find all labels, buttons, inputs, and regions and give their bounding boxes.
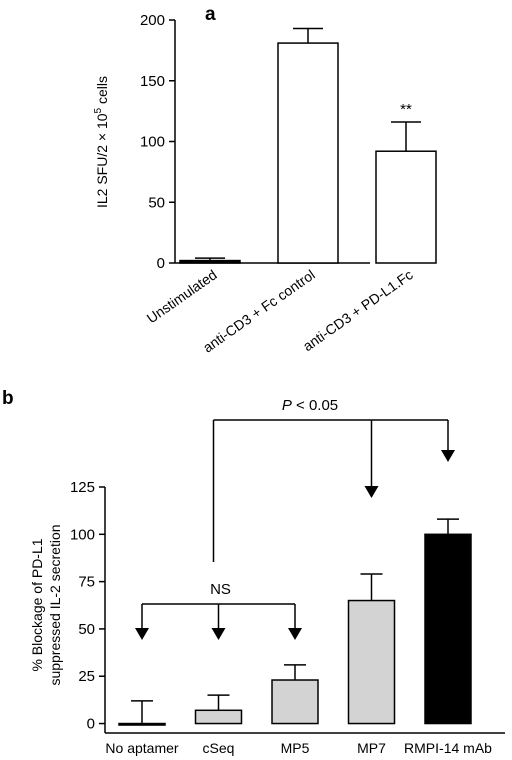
ns-label: NS: [210, 581, 231, 598]
chart-b-bar-mp5: [271, 679, 319, 725]
chart-b-y-tick-label: 125: [70, 479, 95, 496]
chart-b-bar-rmpi-14-mab: [424, 533, 472, 725]
chart-b-y-tick-label: 0: [87, 716, 95, 733]
ns-bracket-arrow: [288, 628, 302, 640]
chart-b-significance-brackets: NS P < 0.05: [135, 397, 455, 640]
chart-b-y-tick-label: 75: [78, 574, 95, 591]
chart-a-y-tick-label: 150: [140, 73, 165, 90]
chart-b-y-tick-label: 50: [78, 621, 95, 638]
chart-b-y-tick-label: 25: [78, 668, 95, 685]
p-value-label: P < 0.05: [282, 397, 338, 414]
p-value-symbol: P: [282, 397, 292, 414]
chart-a-y-tick-label: 50: [148, 194, 165, 211]
chart-a-y-tick-label: 0: [157, 255, 165, 272]
chart-b-category-label: MP7: [357, 740, 386, 756]
panel-b-label: b: [2, 388, 14, 409]
chart-a-y-axis-title: IL2 SFU/2 × 105 cells: [93, 76, 110, 208]
chart-a-bar-anti-cd3-fc-control: [277, 42, 339, 264]
chart-b-y-axis-title-line2: suppressed IL-2 secretion: [47, 524, 63, 685]
p-bracket-arrow: [364, 486, 379, 498]
chart-b-category-label: No aptamer: [105, 740, 178, 756]
chart-a-bar-anti-cd3-pd-l1-fc: [375, 150, 437, 264]
chart-b-y-axis-title-line1: % Blockage of PD-L1: [29, 538, 45, 671]
chart-b-bar-cseq: [194, 709, 243, 725]
chart-b-category-label: MP5: [281, 740, 310, 756]
chart-b: 0 25 50 75 100 125 No aptamer cSeq MP5 MP7 RMPI-1…: [29, 397, 505, 756]
chart-b-bar-mp7: [347, 599, 396, 725]
ns-bracket-arrow: [135, 628, 149, 640]
chart-b-category-label: RMPI-14 mAb: [404, 740, 492, 756]
chart-b-y-tick-label: 100: [70, 526, 95, 543]
panel-a-label: a: [205, 4, 216, 25]
p-value-threshold: < 0.05: [292, 397, 338, 414]
chart-b-category-label: cSeq: [203, 740, 235, 756]
chart-a-y-tick-label: 200: [140, 12, 165, 29]
chart-a-y-tick-label: 100: [140, 134, 165, 151]
p-bracket-arrow: [441, 450, 455, 462]
chart-b-bar-no-aptamer: [118, 722, 166, 726]
chart-a-category-label: Unstimulated: [144, 266, 220, 326]
chart-a-significance-marker: **: [400, 101, 412, 118]
chart-a-bar-unstimulated: [179, 259, 241, 264]
ns-bracket-arrow: [211, 628, 226, 640]
